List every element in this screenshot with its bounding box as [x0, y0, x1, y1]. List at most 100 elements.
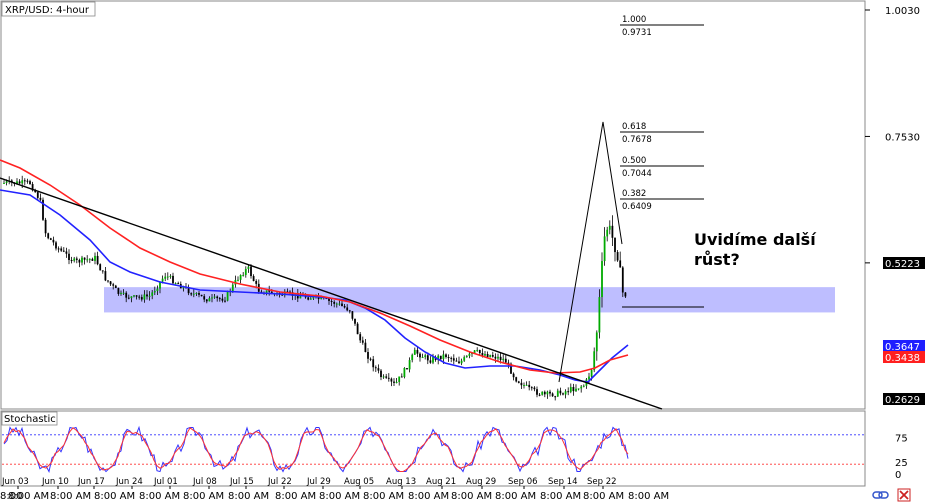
candle-body [471, 353, 473, 355]
candle-body [333, 301, 336, 304]
candle-body [608, 225, 611, 230]
candle-body [177, 283, 180, 285]
candle-body [549, 391, 551, 394]
candle-body [590, 370, 593, 377]
candle-body [60, 248, 63, 251]
candle-body [195, 292, 198, 294]
time-label: 8:00 AM [451, 491, 492, 502]
candle-body [447, 357, 450, 359]
candle-body [551, 393, 554, 397]
candle-body [299, 296, 302, 299]
candle-body [359, 334, 362, 341]
candle-body [426, 355, 429, 361]
fibonacci-swing-line [558, 121, 623, 383]
candle-body [83, 257, 86, 260]
candle-body [458, 361, 460, 364]
candle-body [99, 264, 102, 271]
candle-body [380, 370, 382, 378]
candle-body [354, 318, 356, 324]
candle-body [577, 388, 580, 390]
candle-body [567, 391, 570, 393]
candle-body [135, 295, 138, 297]
candle-body [140, 297, 143, 300]
stochastic-title-box [1, 411, 58, 426]
link-icon[interactable] [872, 491, 889, 499]
candles [3, 175, 627, 401]
stochastic-axis-ticks: 75 250 [895, 433, 908, 481]
candle-body [356, 323, 359, 335]
candle-body [130, 296, 133, 299]
candle-body [395, 381, 398, 383]
moving-average-red [0, 159, 629, 374]
candle-body [569, 386, 572, 392]
time-axis-labels: 8:008:00 AM 8:00 AM 8:00 AM 8:00 AM 8:00 AM 8… [0, 491, 669, 502]
time-label: 8:00 [0, 491, 22, 502]
time-label: 8:00 AM [94, 491, 135, 502]
candle-body [406, 368, 408, 370]
candle-body [237, 279, 239, 281]
annotation-line-2: růst? [694, 250, 740, 269]
price-tag [883, 340, 925, 352]
candle-body [564, 391, 567, 395]
candle-body [390, 378, 393, 382]
candle-body [411, 354, 414, 361]
candle-body [221, 298, 224, 301]
candle-body [174, 283, 177, 285]
candle-body [242, 274, 245, 276]
candle-body [231, 284, 234, 292]
candle-body [525, 384, 528, 386]
candle-body [575, 388, 577, 392]
candle-body [65, 251, 68, 254]
candle-body [437, 355, 440, 360]
annotation-line-1: Uvidíme další [694, 230, 817, 249]
candle-body [502, 358, 505, 361]
candle-body [3, 182, 5, 184]
candle-body [205, 299, 208, 302]
candle-body [465, 355, 468, 358]
candle-body [520, 382, 523, 386]
time-label: 8:00 AM [628, 491, 669, 502]
candle-body [624, 292, 627, 297]
stochastic-d-line [3, 427, 629, 473]
date-label: Jun 03 [1, 477, 29, 487]
candle-body [133, 295, 135, 297]
candle-body [55, 242, 57, 249]
candle-body [510, 363, 512, 374]
time-label: 8:00 AM [319, 491, 360, 502]
candle-body [57, 248, 60, 250]
candle-body [42, 199, 44, 220]
candle-body [143, 294, 146, 300]
candle-body [367, 352, 369, 359]
time-label: 8:00 AM [363, 491, 404, 502]
candle-body [146, 294, 148, 297]
fib-price-label: 0.7678 [622, 135, 652, 145]
descending-trendline [0, 177, 663, 410]
close-icon[interactable] [897, 488, 911, 502]
time-label: 8:00 AM [275, 491, 316, 502]
date-label: Jul 29 [306, 477, 331, 487]
candle-body [588, 376, 590, 380]
candle-body [109, 281, 112, 285]
fib-ratio-label: 0.618 [622, 122, 646, 132]
candle-body [530, 387, 533, 389]
candle-body [52, 239, 55, 243]
price-tick-label: 0.7530 [885, 132, 920, 143]
candle-body [200, 294, 203, 297]
candle-body [504, 358, 507, 363]
candle-body [603, 236, 606, 262]
candle-body [463, 357, 466, 361]
candle-body [398, 376, 401, 382]
candle-body [34, 190, 37, 193]
fibonacci-levels: 1.000 0.9731 0.618 0.7678 0.500 0.7044 0.382 0.… [620, 15, 704, 212]
candle-body [107, 280, 109, 282]
candle-body [169, 275, 172, 277]
candle-body [81, 257, 83, 263]
candle-body [541, 391, 544, 395]
date-label: Jun 17 [77, 477, 105, 487]
date-label: Jul 01 [153, 477, 178, 487]
candle-body [78, 259, 81, 263]
fib-ratio-label: 1.000 [622, 15, 646, 25]
time-label: 8:00 AM [495, 491, 536, 502]
candle-body [372, 359, 375, 368]
